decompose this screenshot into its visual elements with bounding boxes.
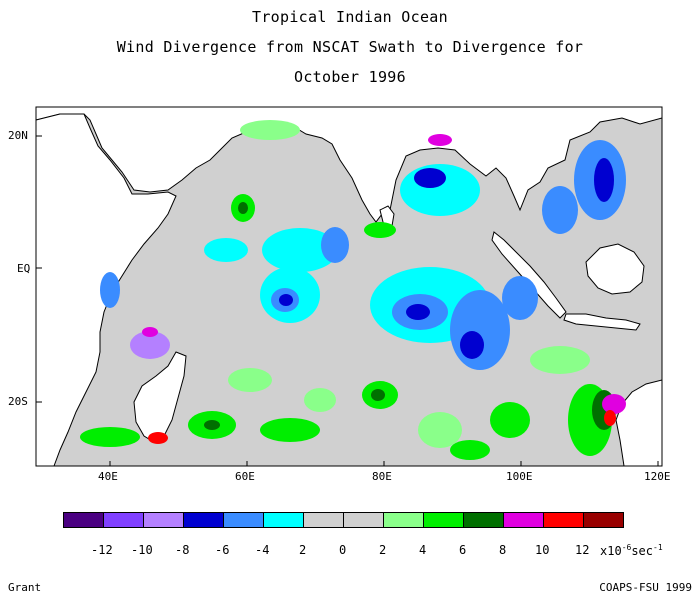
lat-label-20s: 20S	[8, 395, 28, 408]
colorbar-label: 2	[379, 543, 387, 557]
colorbar-swatch	[183, 512, 224, 528]
colorbar-swatch	[303, 512, 344, 528]
axis-ticks	[36, 135, 659, 466]
colorbar-label: -4	[255, 543, 270, 557]
colorbar-label: 8	[499, 543, 507, 557]
land-north	[36, 107, 662, 223]
colorbar-swatch	[423, 512, 464, 528]
lon-label-100e: 100E	[506, 470, 533, 483]
colorbar-label: 6	[459, 543, 467, 557]
plot-frame	[35, 106, 663, 467]
colorbar-swatch	[343, 512, 384, 528]
lat-label-20n: 20N	[8, 129, 28, 142]
colorbar-swatch	[503, 512, 544, 528]
colorbar-swatch	[263, 512, 304, 528]
unit-tail: sec	[631, 544, 654, 558]
lon-label-120e: 120E	[644, 470, 671, 483]
colorbar-label: -8	[175, 543, 190, 557]
colorbar-label: 10	[535, 543, 550, 557]
lat-label-eq: EQ	[17, 262, 31, 275]
land-australia	[615, 379, 662, 466]
convergence-patches	[100, 140, 626, 370]
colorbar-swatch	[103, 512, 144, 528]
colorbar-label: 2	[299, 543, 307, 557]
unit-base: x10	[600, 544, 622, 558]
title-line-2: Wind Divergence from NSCAT Swath to Dive…	[116, 38, 584, 56]
colorbar-swatch	[583, 512, 624, 528]
land-java	[563, 313, 641, 331]
colorbar-label: -10	[131, 543, 153, 557]
lon-label-40e: 40E	[98, 470, 118, 483]
colorbar-label: 12	[575, 543, 590, 557]
colorbar-label: -12	[91, 543, 113, 557]
colorbar-swatch	[143, 512, 184, 528]
land-borneo	[585, 243, 645, 295]
colorbar-label: 0	[339, 543, 347, 557]
land-sumatra	[491, 231, 567, 319]
colorbar-swatch	[63, 512, 104, 528]
colorbar-label: 4	[419, 543, 427, 557]
lon-label-80e: 80E	[372, 470, 392, 483]
title-line-3: October 1996	[294, 68, 406, 86]
colorbar-swatch	[223, 512, 264, 528]
colorbar-swatch	[383, 512, 424, 528]
colorbar-swatch	[543, 512, 584, 528]
footer-left: Grant	[8, 581, 42, 594]
colorbar-label: -6	[215, 543, 230, 557]
unit-tail-exp: -1	[653, 543, 663, 552]
unit-exp: -6	[621, 543, 632, 552]
colorbar-swatch	[463, 512, 504, 528]
title-line-1: Tropical Indian Ocean	[252, 8, 448, 26]
footer-right: COAPS-FSU 1999	[599, 581, 692, 594]
colorbar-unit: x10-6sec-1	[600, 543, 663, 558]
divergence-patches	[80, 120, 626, 460]
lon-label-60e: 60E	[235, 470, 255, 483]
